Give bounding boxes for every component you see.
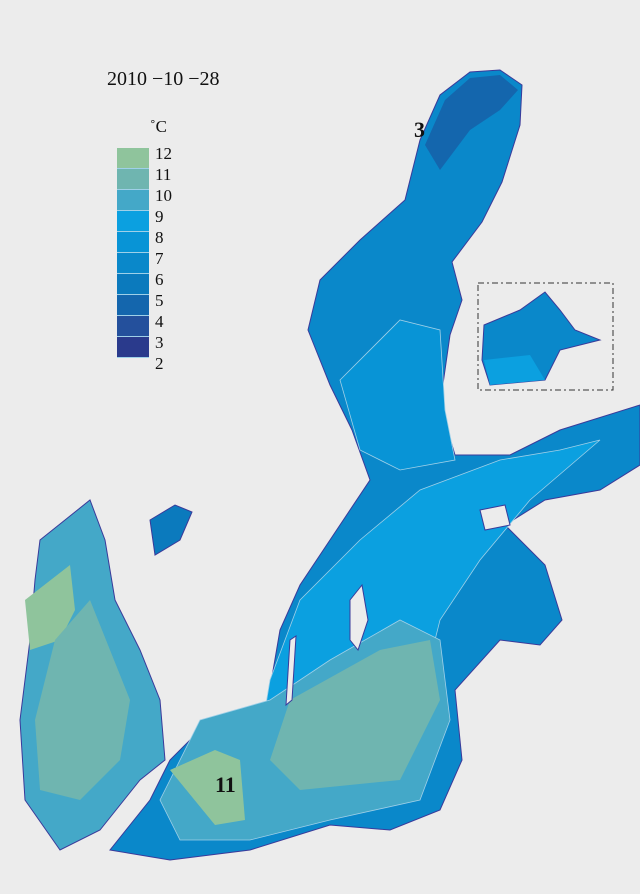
legend-tick: 10 — [155, 186, 172, 205]
map-date: 2010 −10 −28 — [107, 68, 220, 90]
bothnian-bay-cold-zone — [425, 75, 518, 170]
oland-island — [285, 635, 297, 707]
legend-swatch — [117, 253, 149, 274]
gotland-island — [349, 583, 369, 652]
legend-tick: 9 — [155, 207, 164, 226]
kattegat-warm-zone — [25, 565, 75, 650]
legend-tick: 3 — [155, 333, 164, 352]
legend-tick: 11 — [155, 165, 172, 184]
legend-swatch — [117, 190, 149, 211]
legend-swatch — [117, 316, 149, 337]
legend-unit: ˚C — [150, 117, 167, 136]
legend-tick: 5 — [155, 291, 164, 310]
legend-tick: 12 — [155, 144, 172, 163]
legend-tick: 2 — [155, 354, 164, 373]
legend-tick: 7 — [155, 249, 164, 268]
arkona-warm-zone — [170, 750, 245, 825]
legend-swatch — [117, 295, 149, 316]
saaremaa-island — [479, 504, 511, 531]
southern-warm-zone — [270, 640, 440, 790]
legend-ticks: 12 11 10 9 8 7 6 5 4 3 2 — [155, 143, 172, 374]
legend-swatch — [117, 337, 149, 358]
south-max-label: 11 — [215, 772, 236, 797]
legend-tick: 6 — [155, 270, 164, 289]
legend-swatch — [117, 148, 149, 169]
legend-tick: 8 — [155, 228, 164, 247]
north-min-label: 3 — [414, 117, 425, 142]
inset-lake-zone — [484, 355, 545, 385]
bothnian-sea-zone — [339, 319, 456, 471]
lake-vanern — [149, 504, 193, 556]
inset-box — [477, 282, 614, 391]
legend-swatch — [117, 211, 149, 232]
legend-swatch — [117, 274, 149, 295]
color-legend — [117, 148, 149, 358]
danish-straits-zone — [35, 600, 130, 800]
legend-swatch — [117, 232, 149, 253]
legend-swatch — [117, 169, 149, 190]
legend-tick: 4 — [155, 312, 164, 331]
